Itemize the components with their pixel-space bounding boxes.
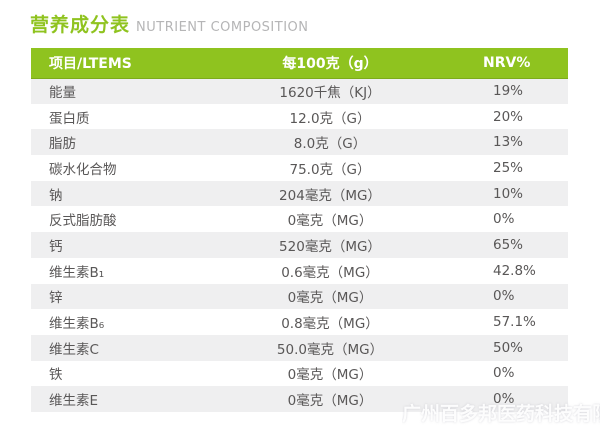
title-english: NUTRIENT COMPOSITION	[136, 20, 309, 35]
nutrient-name: 维生素C	[49, 341, 99, 358]
nutrient-name: 维生素B₆	[49, 316, 105, 333]
table-row: 铁 0毫克（MG） 0%	[31, 360, 568, 387]
nutrient-name: 反式脂肪酸	[49, 213, 117, 230]
nutrient-table-body: 能量 1620千焦（KJ） 19% 蛋白质 12.0克（G） 20% 脂肪 8.…	[31, 78, 568, 412]
page-title: 营养成分表 NUTRIENT COMPOSITION	[30, 10, 309, 37]
nutrient-nrv: 19%	[493, 83, 524, 100]
nutrient-name: 钠	[49, 187, 63, 204]
nutrient-nrv: 0%	[493, 365, 515, 382]
nutrient-name: 铁	[49, 367, 63, 384]
nutrient-name: 脂肪	[49, 136, 76, 153]
nutrient-nrv: 10%	[493, 185, 524, 202]
column-header-items: 项目/LTEMS	[31, 48, 231, 79]
table-row: 维生素B₆ 0.8毫克（MG） 57.1%	[31, 309, 568, 335]
nutrient-value: 50.0毫克（MG）	[276, 341, 384, 358]
nutrient-value: 204毫克（MG）	[279, 187, 381, 204]
nutrient-value: 0毫克（MG）	[287, 213, 373, 230]
nutrient-name: 碳水化合物	[49, 161, 117, 178]
nutrient-value: 0.6毫克（MG）	[281, 264, 379, 281]
nutrient-table: 项目/LTEMS 每100克（g） NRV% 能量 1620千焦（KJ） 19%…	[31, 48, 568, 412]
table-row: 维生素E 0毫克（MG） 0%	[31, 386, 568, 412]
nutrient-nrv: 57.1%	[493, 314, 536, 331]
table-row: 维生素C 50.0毫克（MG） 50%	[31, 334, 568, 361]
nutrient-nrv: 25%	[493, 159, 524, 176]
table-row: 锌 0毫克（MG） 0%	[31, 283, 568, 310]
nutrient-value: 0毫克（MG）	[287, 290, 373, 307]
table-row: 脂肪 8.0克（G） 13%	[31, 129, 568, 156]
nutrient-name: 钙	[49, 238, 63, 255]
nutrient-name: 能量	[49, 85, 76, 102]
nutrient-value: 75.0克（G）	[289, 161, 371, 178]
nutrient-name: 蛋白质	[49, 110, 90, 127]
nutrient-nrv: 0%	[493, 211, 515, 228]
table-row: 蛋白质 12.0克（G） 20%	[31, 103, 568, 130]
column-header-nrv: NRV%	[429, 48, 568, 79]
nutrient-name: 维生素B₁	[49, 264, 105, 281]
nutrient-value: 8.0克（G）	[293, 136, 367, 153]
nutrient-nrv: 42.8%	[493, 262, 536, 279]
nutrient-nrv: 13%	[493, 134, 524, 151]
nutrient-name: 锌	[49, 290, 63, 307]
nutrient-value: 12.0克（G）	[289, 110, 371, 127]
table-row: 维生素B₁ 0.6毫克（MG） 42.8%	[31, 257, 568, 284]
nutrient-value: 520毫克（MG）	[279, 238, 381, 255]
nutrient-nrv: 20%	[493, 108, 524, 125]
nutrient-nrv: 0%	[493, 391, 515, 408]
table-row: 反式脂肪酸 0毫克（MG） 0%	[31, 206, 568, 233]
title-chinese: 营养成分表	[30, 14, 131, 36]
nutrient-value: 0.8毫克（MG）	[281, 316, 379, 333]
table-row: 钠 204毫克（MG） 10%	[31, 180, 568, 207]
nutrient-nrv: 65%	[493, 236, 524, 253]
nutrient-nrv: 50%	[493, 339, 524, 356]
nutrient-value: 0毫克（MG）	[287, 393, 373, 410]
table-row: 碳水化合物 75.0克（G） 25%	[31, 155, 568, 181]
header-row: 项目/LTEMS 每100克（g） NRV%	[31, 48, 568, 79]
nutrient-table-header: 项目/LTEMS 每100克（g） NRV%	[31, 48, 568, 79]
nutrient-nrv: 0%	[493, 288, 515, 305]
table-row: 钙 520毫克（MG） 65%	[31, 232, 568, 258]
nutrient-value: 1620千焦（KJ）	[279, 85, 381, 102]
column-header-per100g: 每100克（g）	[231, 48, 429, 79]
table-row: 能量 1620千焦（KJ） 19%	[31, 78, 568, 104]
nutrient-value: 0毫克（MG）	[287, 367, 373, 384]
nutrient-name: 维生素E	[49, 393, 99, 410]
